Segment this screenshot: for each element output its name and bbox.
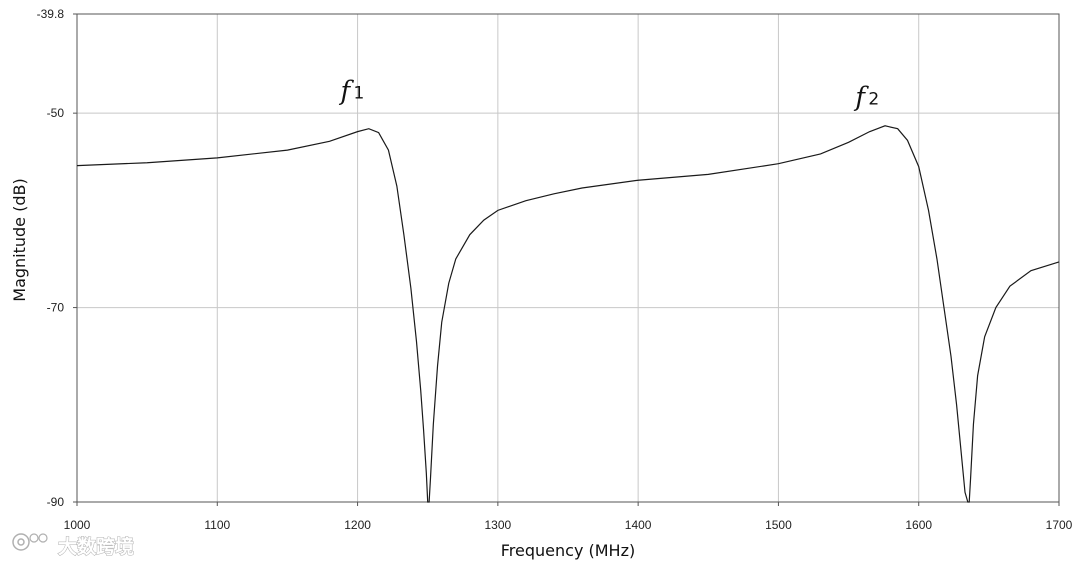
annotation-subscript: 1 — [354, 84, 365, 104]
x-tick-label: 1600 — [905, 518, 932, 532]
watermark: 大数跨境 — [12, 533, 135, 559]
x-tick-label: 1000 — [64, 518, 91, 532]
y-tick-label: -39.8 — [37, 7, 65, 21]
x-tick-label: 1700 — [1046, 518, 1073, 532]
y-tick-label: -70 — [47, 301, 65, 315]
x-tick-label: 1400 — [625, 518, 652, 532]
y-axis-label: Magnitude (dB) — [10, 178, 29, 301]
y-tick-label: -50 — [47, 106, 65, 120]
x-axis-label: Frequency (MHz) — [501, 541, 635, 560]
x-tick-label: 1100 — [204, 518, 230, 532]
x-tick-label: 1300 — [485, 518, 512, 532]
watermark-text: 大数跨境 — [58, 535, 134, 558]
y-grid-lines — [73, 13, 1059, 503]
y-tick-label: -90 — [47, 495, 65, 509]
y-tick-labels: -39.8 -50 -70 -90 — [37, 7, 65, 509]
series-layer — [76, 125, 1060, 503]
x-grid-lines — [76, 14, 1060, 506]
x-tick-label: 1500 — [765, 518, 792, 532]
annotation-subscript: 2 — [868, 89, 879, 109]
series-line — [76, 125, 1060, 503]
plot-frame-border — [76, 13, 1060, 503]
plot-area — [76, 13, 1060, 503]
x-tick-label: 1200 — [344, 518, 371, 532]
x-tick-labels: 1000 1100 1200 1300 1400 1500 1600 1700 — [64, 518, 1073, 532]
camera-logo-icon — [12, 533, 48, 551]
